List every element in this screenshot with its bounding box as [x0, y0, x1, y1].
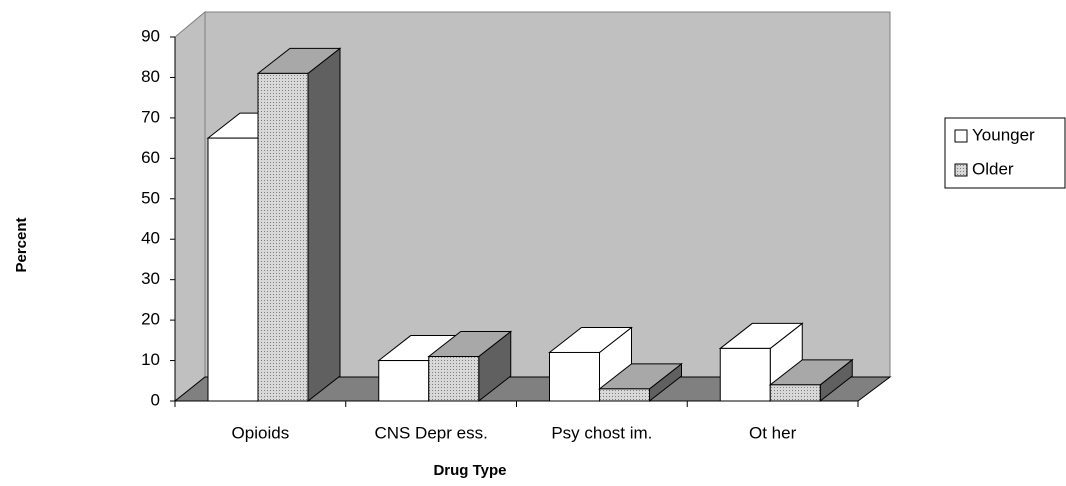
y-tick-label: 30 — [141, 269, 160, 288]
y-tick-label: 10 — [141, 350, 160, 369]
x-tick-label: Psy chost im. — [551, 423, 652, 442]
legend-swatch — [954, 163, 968, 177]
bar — [549, 351, 600, 402]
y-tick-label: 0 — [151, 390, 160, 409]
bar — [719, 347, 771, 402]
bar — [378, 360, 430, 402]
y-tick-label: 40 — [141, 229, 160, 248]
legend-swatch — [954, 129, 968, 143]
bar-side — [307, 47, 341, 403]
y-tick-label: 70 — [141, 107, 160, 126]
y-tick-label: 60 — [141, 148, 160, 167]
bar — [769, 384, 821, 402]
legend-label: Younger — [972, 125, 1035, 144]
y-tick-label: 50 — [141, 188, 160, 207]
bar — [599, 388, 650, 402]
y-tick-label: 20 — [141, 310, 160, 329]
x-axis-title: Drug Type — [433, 462, 506, 479]
bar — [428, 356, 480, 402]
y-axis-title: Percent — [13, 217, 30, 272]
legend-label: Older — [972, 159, 1014, 178]
side-wall — [174, 10, 206, 403]
y-tick-label: 90 — [141, 26, 160, 45]
x-tick-label: Ot her — [749, 423, 797, 442]
y-tick-label: 80 — [141, 67, 160, 86]
x-tick-label: CNS Depr ess. — [374, 423, 487, 442]
bar — [257, 72, 309, 402]
x-tick-label: Opioids — [232, 423, 290, 442]
bar — [207, 137, 259, 402]
